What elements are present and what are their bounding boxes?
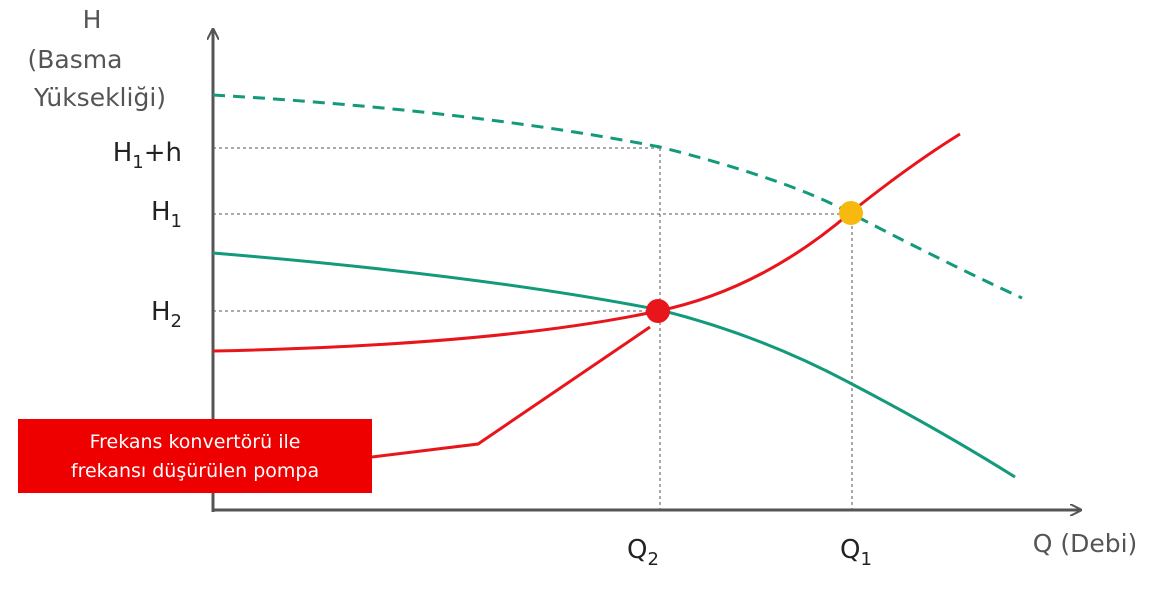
y-axis-label: H	[83, 5, 102, 34]
system-curve	[212, 132, 961, 353]
label-sub: 1	[171, 211, 182, 232]
label-base: H	[113, 138, 133, 168]
annotation-text: frekansı düşürülen pompa	[71, 460, 319, 482]
y-axis-label: Yüksekliği)	[33, 83, 166, 112]
annotation-pointer	[371, 325, 651, 459]
h-label: H1	[151, 197, 182, 232]
label-sub: 1	[132, 152, 143, 173]
pump-curve-full	[212, 93, 1023, 300]
y-axis-label: (Basma	[28, 45, 123, 74]
q-label: Q2	[627, 535, 659, 570]
annotation-text: Frekans konvertörü ile	[90, 431, 301, 453]
operating-point-1	[839, 201, 863, 225]
h-label: H2	[151, 297, 182, 332]
h-label: H1+h	[113, 138, 182, 173]
guide-lines	[213, 147, 853, 510]
pump-curve-reduced	[212, 251, 1016, 479]
label-base: Q	[627, 535, 647, 565]
label-base: Q	[840, 535, 860, 565]
label-base: H	[151, 197, 171, 227]
operating-point-2	[646, 299, 670, 323]
q-label: Q1	[840, 535, 872, 570]
label-sub: 2	[648, 549, 659, 570]
x-axis-label: Q (Debi)	[1033, 529, 1138, 558]
label-sub: 1	[861, 549, 872, 570]
label-suffix: +h	[144, 138, 182, 168]
annotation-box	[18, 419, 372, 493]
label-sub: 2	[171, 311, 182, 332]
label-base: H	[151, 297, 171, 327]
